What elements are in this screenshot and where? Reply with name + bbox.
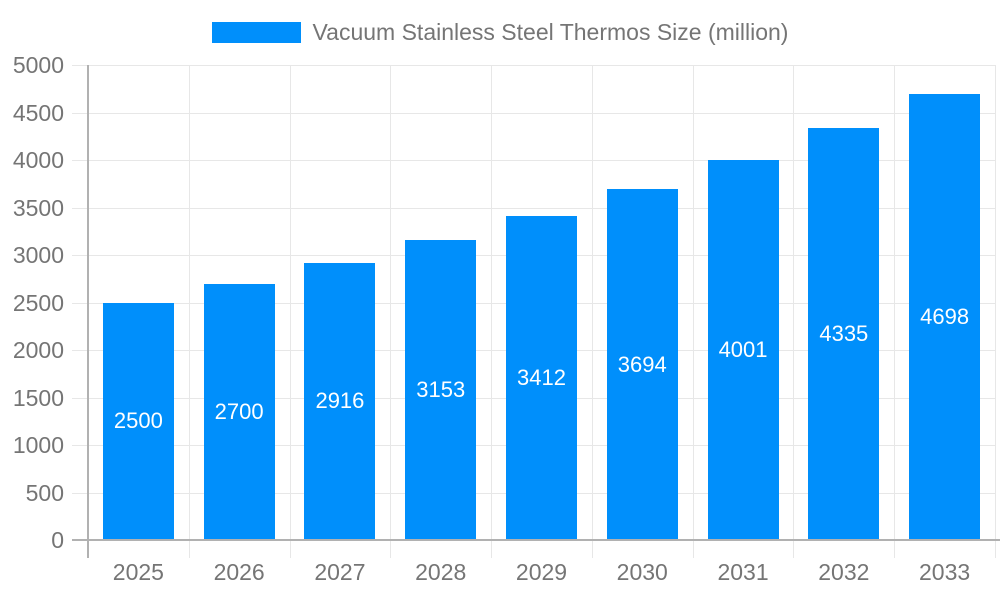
gridline-v	[995, 65, 996, 558]
gridline-v	[894, 65, 896, 558]
bar-2028[interactable]	[405, 240, 477, 540]
bar-value-label: 3694	[617, 351, 667, 377]
y-tick-label: 4500	[12, 99, 64, 126]
bar-2031[interactable]	[707, 159, 779, 540]
bar-value-label: 3412	[517, 364, 566, 390]
bar-2029[interactable]	[506, 215, 577, 540]
y-tick-label: 500	[25, 479, 64, 506]
gridline-h	[72, 160, 995, 161]
y-axis-line	[87, 65, 89, 558]
gridline-h	[72, 207, 995, 209]
x-tick-label: 2032	[818, 559, 870, 585]
y-tick-label: 3500	[12, 194, 64, 221]
y-tick-label: 3000	[12, 242, 64, 268]
x-tick-label: 2031	[717, 559, 769, 585]
x-tick-label: 2027	[314, 559, 366, 585]
gridline-v	[591, 65, 593, 558]
gridline-v	[692, 65, 694, 558]
y-tick-label: 1000	[12, 432, 64, 458]
x-tick-label: 2033	[919, 559, 971, 585]
x-tick-label: 2026	[213, 559, 265, 585]
legend-swatch	[211, 22, 301, 43]
bar-value-label: 2916	[315, 388, 365, 414]
y-tick-label: 0	[51, 527, 64, 553]
bar-2026[interactable]	[203, 283, 275, 540]
chart-legend[interactable]: Vacuum Stainless Steel Thermos Size (mil…	[0, 20, 1000, 45]
gridline-v	[793, 65, 795, 558]
x-tick-label: 2028	[415, 559, 467, 585]
bar-value-label: 3153	[416, 377, 466, 403]
bar-value-label: 4001	[718, 336, 768, 362]
bar-value-label: 4698	[920, 303, 970, 329]
bar-2025[interactable]	[102, 302, 174, 540]
gridline-v	[390, 65, 392, 558]
bar-value-label: 2500	[113, 408, 163, 434]
bar-value-label: 2700	[214, 398, 264, 424]
y-tick-label: 2000	[12, 337, 64, 363]
x-tick-label: 2029	[515, 559, 568, 585]
legend-label: Vacuum Stainless Steel Thermos Size (mil…	[312, 19, 789, 45]
bar-2027[interactable]	[304, 262, 376, 540]
gridline-v	[491, 65, 493, 558]
x-axis-line	[72, 539, 1000, 541]
gridline-v	[188, 65, 190, 558]
bar-2032[interactable]	[808, 128, 880, 540]
x-tick-label: 2030	[616, 559, 668, 585]
bar-2030[interactable]	[606, 189, 678, 540]
gridline-v	[289, 65, 291, 558]
y-tick-label: 4000	[12, 147, 64, 173]
bar-2033[interactable]	[909, 93, 981, 540]
gridline-h	[72, 112, 995, 114]
y-tick-label: 2500	[12, 289, 64, 316]
gridline-h	[72, 65, 995, 66]
y-tick-label: 5000	[12, 52, 64, 78]
bar-value-label: 4335	[819, 321, 869, 347]
y-tick-label: 1500	[12, 384, 64, 411]
x-tick-label: 2025	[112, 559, 164, 585]
